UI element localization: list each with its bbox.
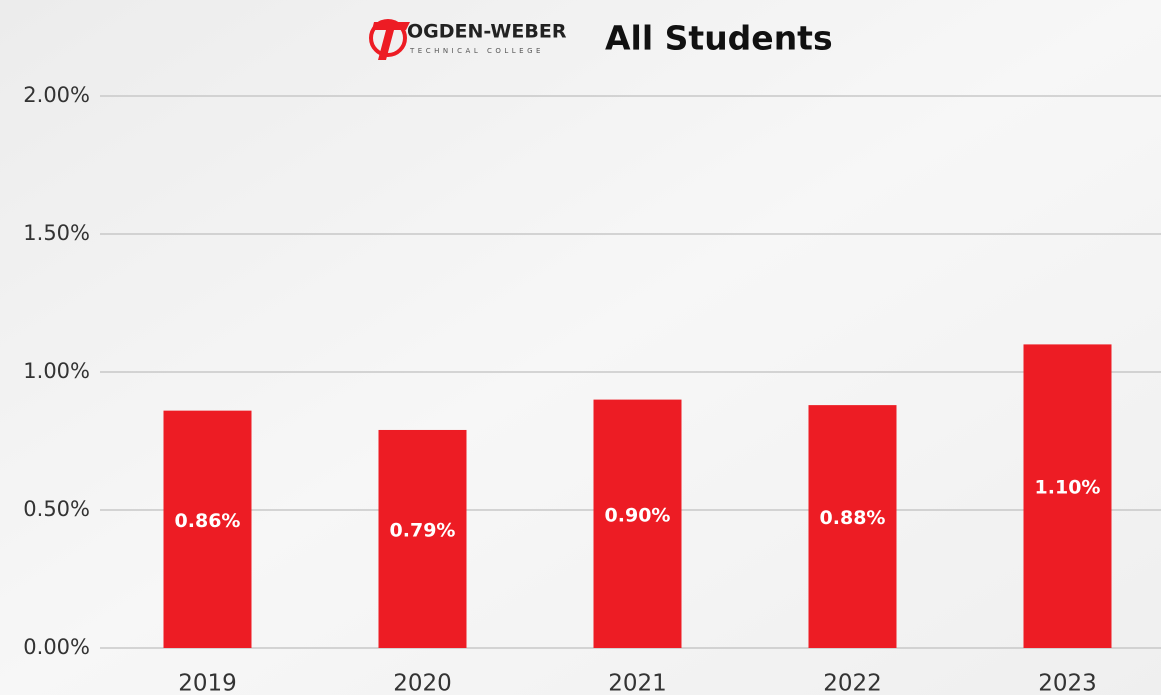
- bar: [163, 410, 252, 648]
- y-tick-label: 1.00%: [23, 359, 90, 383]
- x-tick-label: 2022: [823, 671, 882, 695]
- value-label: 0.88%: [820, 507, 886, 529]
- x-tick-label: 2021: [608, 671, 667, 695]
- logo-ring: [369, 19, 407, 57]
- x-tick-label: 2023: [1038, 671, 1097, 695]
- y-tick-label: 1.50%: [23, 221, 90, 245]
- value-label: 0.90%: [605, 504, 671, 526]
- bar: [1023, 344, 1112, 648]
- value-label: 0.79%: [390, 519, 456, 541]
- logo: OGDEN-WEBER TECHNICAL COLLEGE: [369, 19, 567, 60]
- chart-title: All Students: [605, 19, 833, 58]
- y-tick-label: 0.50%: [23, 497, 90, 521]
- value-label: 0.86%: [175, 510, 241, 532]
- logo-name: OGDEN-WEBER: [407, 21, 567, 43]
- logo-subtitle: TECHNICAL COLLEGE: [409, 47, 544, 55]
- bar: [378, 429, 467, 648]
- value-label: 1.10%: [1035, 477, 1101, 499]
- y-tick-label: 0.00%: [23, 635, 90, 659]
- x-tick-label: 2020: [393, 671, 452, 695]
- logo-t: [372, 22, 410, 60]
- bar: [808, 405, 897, 648]
- x-tick-label: 2019: [178, 671, 237, 695]
- bar: [593, 399, 682, 648]
- y-tick-label: 2.00%: [23, 83, 90, 107]
